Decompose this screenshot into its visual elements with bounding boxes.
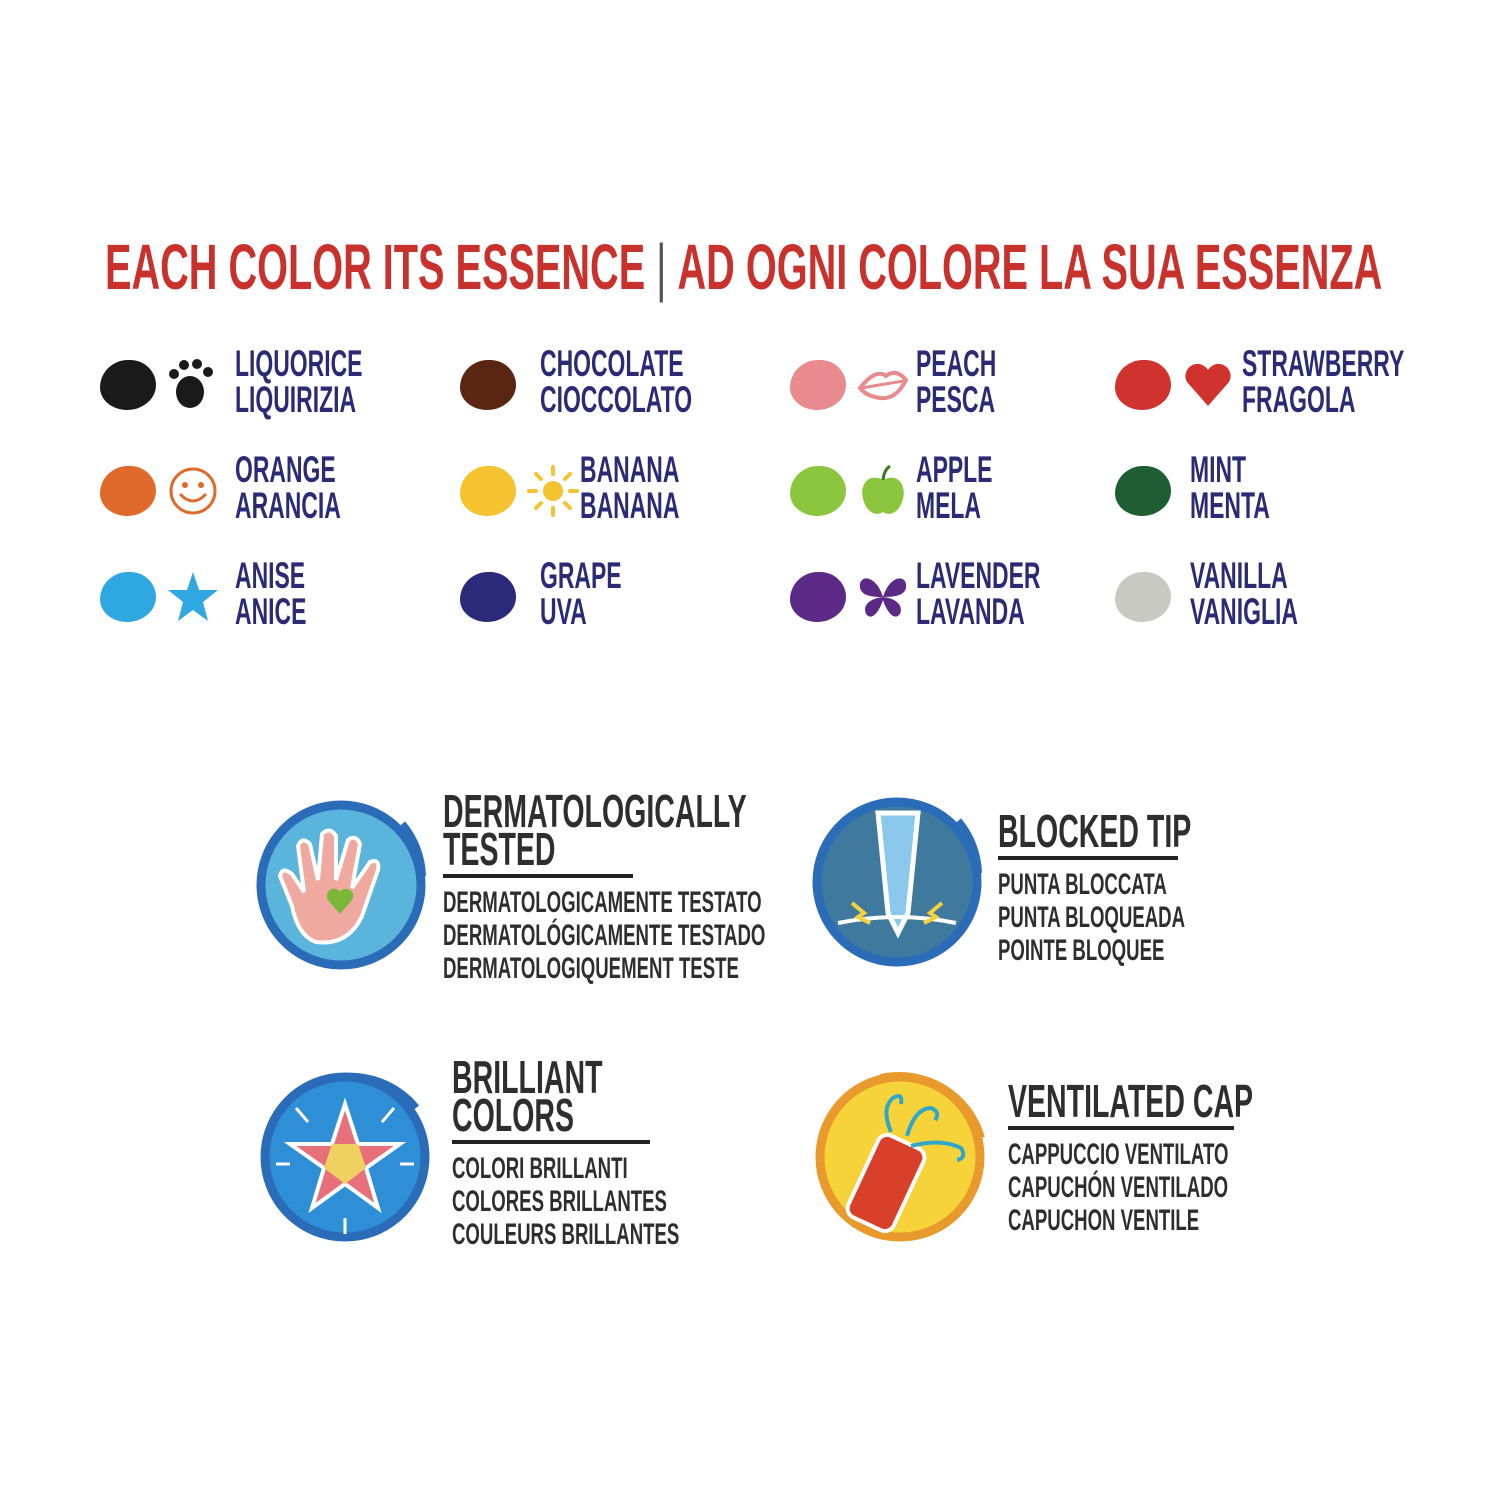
flavor-name-it: UVA: [540, 591, 587, 632]
flavor-name-it: VANIGLIA: [1190, 591, 1298, 632]
flavor-name-en: LIQUORICE: [235, 343, 363, 384]
flavor-name-en: STRAWBERRY: [1242, 343, 1405, 384]
feature-translation: COULEURS BRILLANTES: [452, 1218, 680, 1251]
color-swatch: [460, 466, 516, 516]
feature-translation: PUNTA BLOCCATA: [998, 868, 1167, 901]
color-swatch: [460, 360, 516, 410]
flavor-orange: ORANGE ARANCIA: [100, 451, 460, 538]
apple-icon: [856, 464, 910, 518]
feature-translation: DERMATOLÓGICAMENTE TESTADO: [443, 919, 766, 952]
title-separator: |: [656, 231, 667, 303]
feature-title-line2: TESTED: [443, 823, 556, 875]
vented-cap-icon: [811, 1068, 989, 1246]
flavor-name-it: PESCA: [916, 379, 996, 420]
flavor-name-it: MENTA: [1190, 485, 1270, 526]
color-swatch: [1115, 572, 1171, 622]
flavor-name-en: VANILLA: [1190, 555, 1288, 596]
flavor-name-en: APPLE: [916, 449, 993, 490]
flavor-apple: APPLE MELA: [790, 451, 1150, 538]
flavor-strawberry: STRAWBERRY FRAGOLA: [1115, 345, 1475, 432]
flavor-name-it: FRAGOLA: [1242, 379, 1356, 420]
feature-translation: CAPPUCCIO VENTILATO: [1008, 1138, 1229, 1171]
flavor-chocolate: CHOCOLATE CIOCCOLATO: [460, 345, 820, 432]
feature-translation: COLORI BRILLANTI: [452, 1152, 628, 1185]
flavor-name-en: PEACH: [916, 343, 997, 384]
flavor-name-en: BANANA: [580, 449, 680, 490]
color-swatch: [1115, 360, 1171, 410]
star-icon: [166, 570, 220, 624]
flavor-liquorice: LIQUORICE LIQUIRIZIA: [100, 345, 460, 432]
flavor-name-it: ARANCIA: [235, 485, 341, 526]
feature-translation: CAPUCHÓN VENTILADO: [1008, 1171, 1229, 1204]
flavor-name-it: MELA: [916, 485, 981, 526]
marker-tip-icon: [808, 793, 986, 971]
color-swatch: [790, 572, 846, 622]
star-burst-icon: [256, 1068, 434, 1246]
heart-icon: [1181, 358, 1235, 412]
flavor-banana: BANANA BANANA: [460, 451, 820, 538]
title-english: EACH COLOR ITS ESSENCE: [105, 231, 646, 303]
flavor-name-en: ORANGE: [235, 449, 336, 490]
feature-title: BLOCKED TIP: [998, 805, 1192, 857]
flavor-anise: ANISE ANICE: [100, 557, 460, 644]
color-swatch: [100, 360, 156, 410]
sun-icon: [526, 464, 580, 518]
page-title: EACH COLOR ITS ESSENCE | AD OGNI COLORE …: [105, 232, 1500, 302]
title-italian: AD OGNI COLORE LA SUA ESSENZA: [677, 231, 1383, 303]
feature-translation: DERMATOLOGICAMENTE TESTATO: [443, 886, 762, 919]
divider: [998, 856, 1178, 860]
flavor-name-en: ANISE: [235, 555, 306, 596]
flavor-lavender: LAVENDER LAVANDA: [790, 557, 1150, 644]
color-swatch: [790, 466, 846, 516]
feature-translation: COLORES BRILLANTES: [452, 1185, 667, 1218]
color-swatch: [100, 572, 156, 622]
feature-translation: CAPUCHON VENTILE: [1008, 1204, 1200, 1237]
feature-translation: DERMATOLOGIQUEMENT TESTE: [443, 952, 739, 985]
lips-icon: [856, 358, 910, 412]
flavor-name-it: ANICE: [235, 591, 307, 632]
hand-heart-icon: [252, 796, 430, 974]
flavor-peach: PEACH PESCA: [790, 345, 1150, 432]
flavor-name-it: LIQUIRIZIA: [235, 379, 357, 420]
butterfly-icon: [856, 570, 910, 624]
feature-translation: PUNTA BLOQUEADA: [998, 901, 1186, 934]
flavor-mint: MINT MENTA: [1115, 451, 1475, 538]
color-swatch: [1115, 466, 1171, 516]
feature-title-line2: COLORS: [452, 1089, 575, 1141]
feature-title: DERMATOLOGICALLY: [443, 785, 747, 837]
flavor-name-en: GRAPE: [540, 555, 622, 596]
flavor-name-it: CIOCCOLATO: [540, 379, 693, 420]
flavor-name-en: MINT: [1190, 449, 1247, 490]
smiley-icon: [166, 464, 220, 518]
flavor-name-en: LAVENDER: [916, 555, 1041, 596]
paw-icon: [166, 358, 220, 412]
color-swatch: [460, 572, 516, 622]
flavor-name-en: CHOCOLATE: [540, 343, 684, 384]
divider: [1008, 1126, 1234, 1130]
feature-title: VENTILATED CAP: [1008, 1075, 1254, 1127]
flavor-vanilla: VANILLA VANIGLIA: [1115, 557, 1475, 644]
color-swatch: [100, 466, 156, 516]
flavor-grape: GRAPE UVA: [460, 557, 820, 644]
color-swatch: [790, 360, 846, 410]
flavor-name-it: BANANA: [580, 485, 680, 526]
flavor-name-it: LAVANDA: [916, 591, 1025, 632]
divider: [452, 1140, 650, 1144]
feature-translation: POINTE BLOQUEE: [998, 934, 1165, 967]
divider: [443, 874, 633, 878]
feature-title: BRILLIANT: [452, 1051, 603, 1103]
